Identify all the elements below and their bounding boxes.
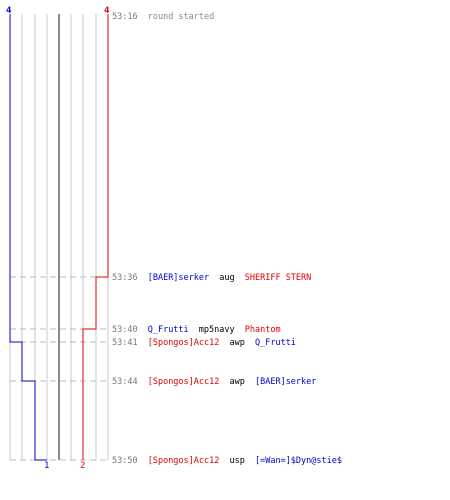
event-time: 53:40 [112,325,138,335]
round-start-row: 53:16 round started [112,12,214,22]
event-killer: [BAER]serker [148,273,209,283]
red-team-alive-line [82,14,109,460]
event-weapon: awp [230,338,245,348]
event-weapon: awp [230,377,245,387]
event-victim: [BAER]serker [255,377,316,387]
event-weapon: usp [230,456,245,466]
timeline-grid [9,14,109,460]
round-start-label: round started [148,12,215,22]
blue-start-count: 4 [6,6,12,16]
event-weapon: aug [219,273,234,283]
event-killer: Q_Frutti [148,325,189,335]
event-killer: [Spongos]Acc12 [148,377,220,387]
event-row: 53:41 [Spongos]Acc12 awp Q_Frutti [112,338,296,348]
blue-team-alive-line [9,14,47,461]
event-victim: Phantom [245,325,281,335]
event-time: 53:36 [112,273,138,283]
event-victim: Q_Frutti [255,338,296,348]
event-row: 53:36 [BAER]serker aug SHERIFF STERN [112,273,311,283]
event-weapon: mp5navy [199,325,235,335]
event-time: 53:44 [112,377,138,387]
event-log: 53:36 [BAER]serker aug SHERIFF STERN 53:… [112,273,342,466]
red-end-count: 2 [80,461,85,471]
event-row: 53:50 [Spongos]Acc12 usp [=Wan=]$Dyn@sti… [112,456,342,466]
red-start-count: 4 [104,6,110,16]
event-victim: SHERIFF STERN [245,273,312,283]
blue-end-count: 1 [44,461,49,471]
event-killer: [Spongos]Acc12 [148,338,220,348]
event-time: 53:50 [112,456,138,466]
event-row: 53:40 Q_Frutti mp5navy Phantom [112,325,281,335]
event-killer: [Spongos]Acc12 [148,456,220,466]
round-start-time: 53:16 [112,12,138,22]
event-time: 53:41 [112,338,138,348]
event-victim: [=Wan=]$Dyn@stie$ [255,456,342,466]
event-row: 53:44 [Spongos]Acc12 awp [BAER]serker [112,377,316,387]
